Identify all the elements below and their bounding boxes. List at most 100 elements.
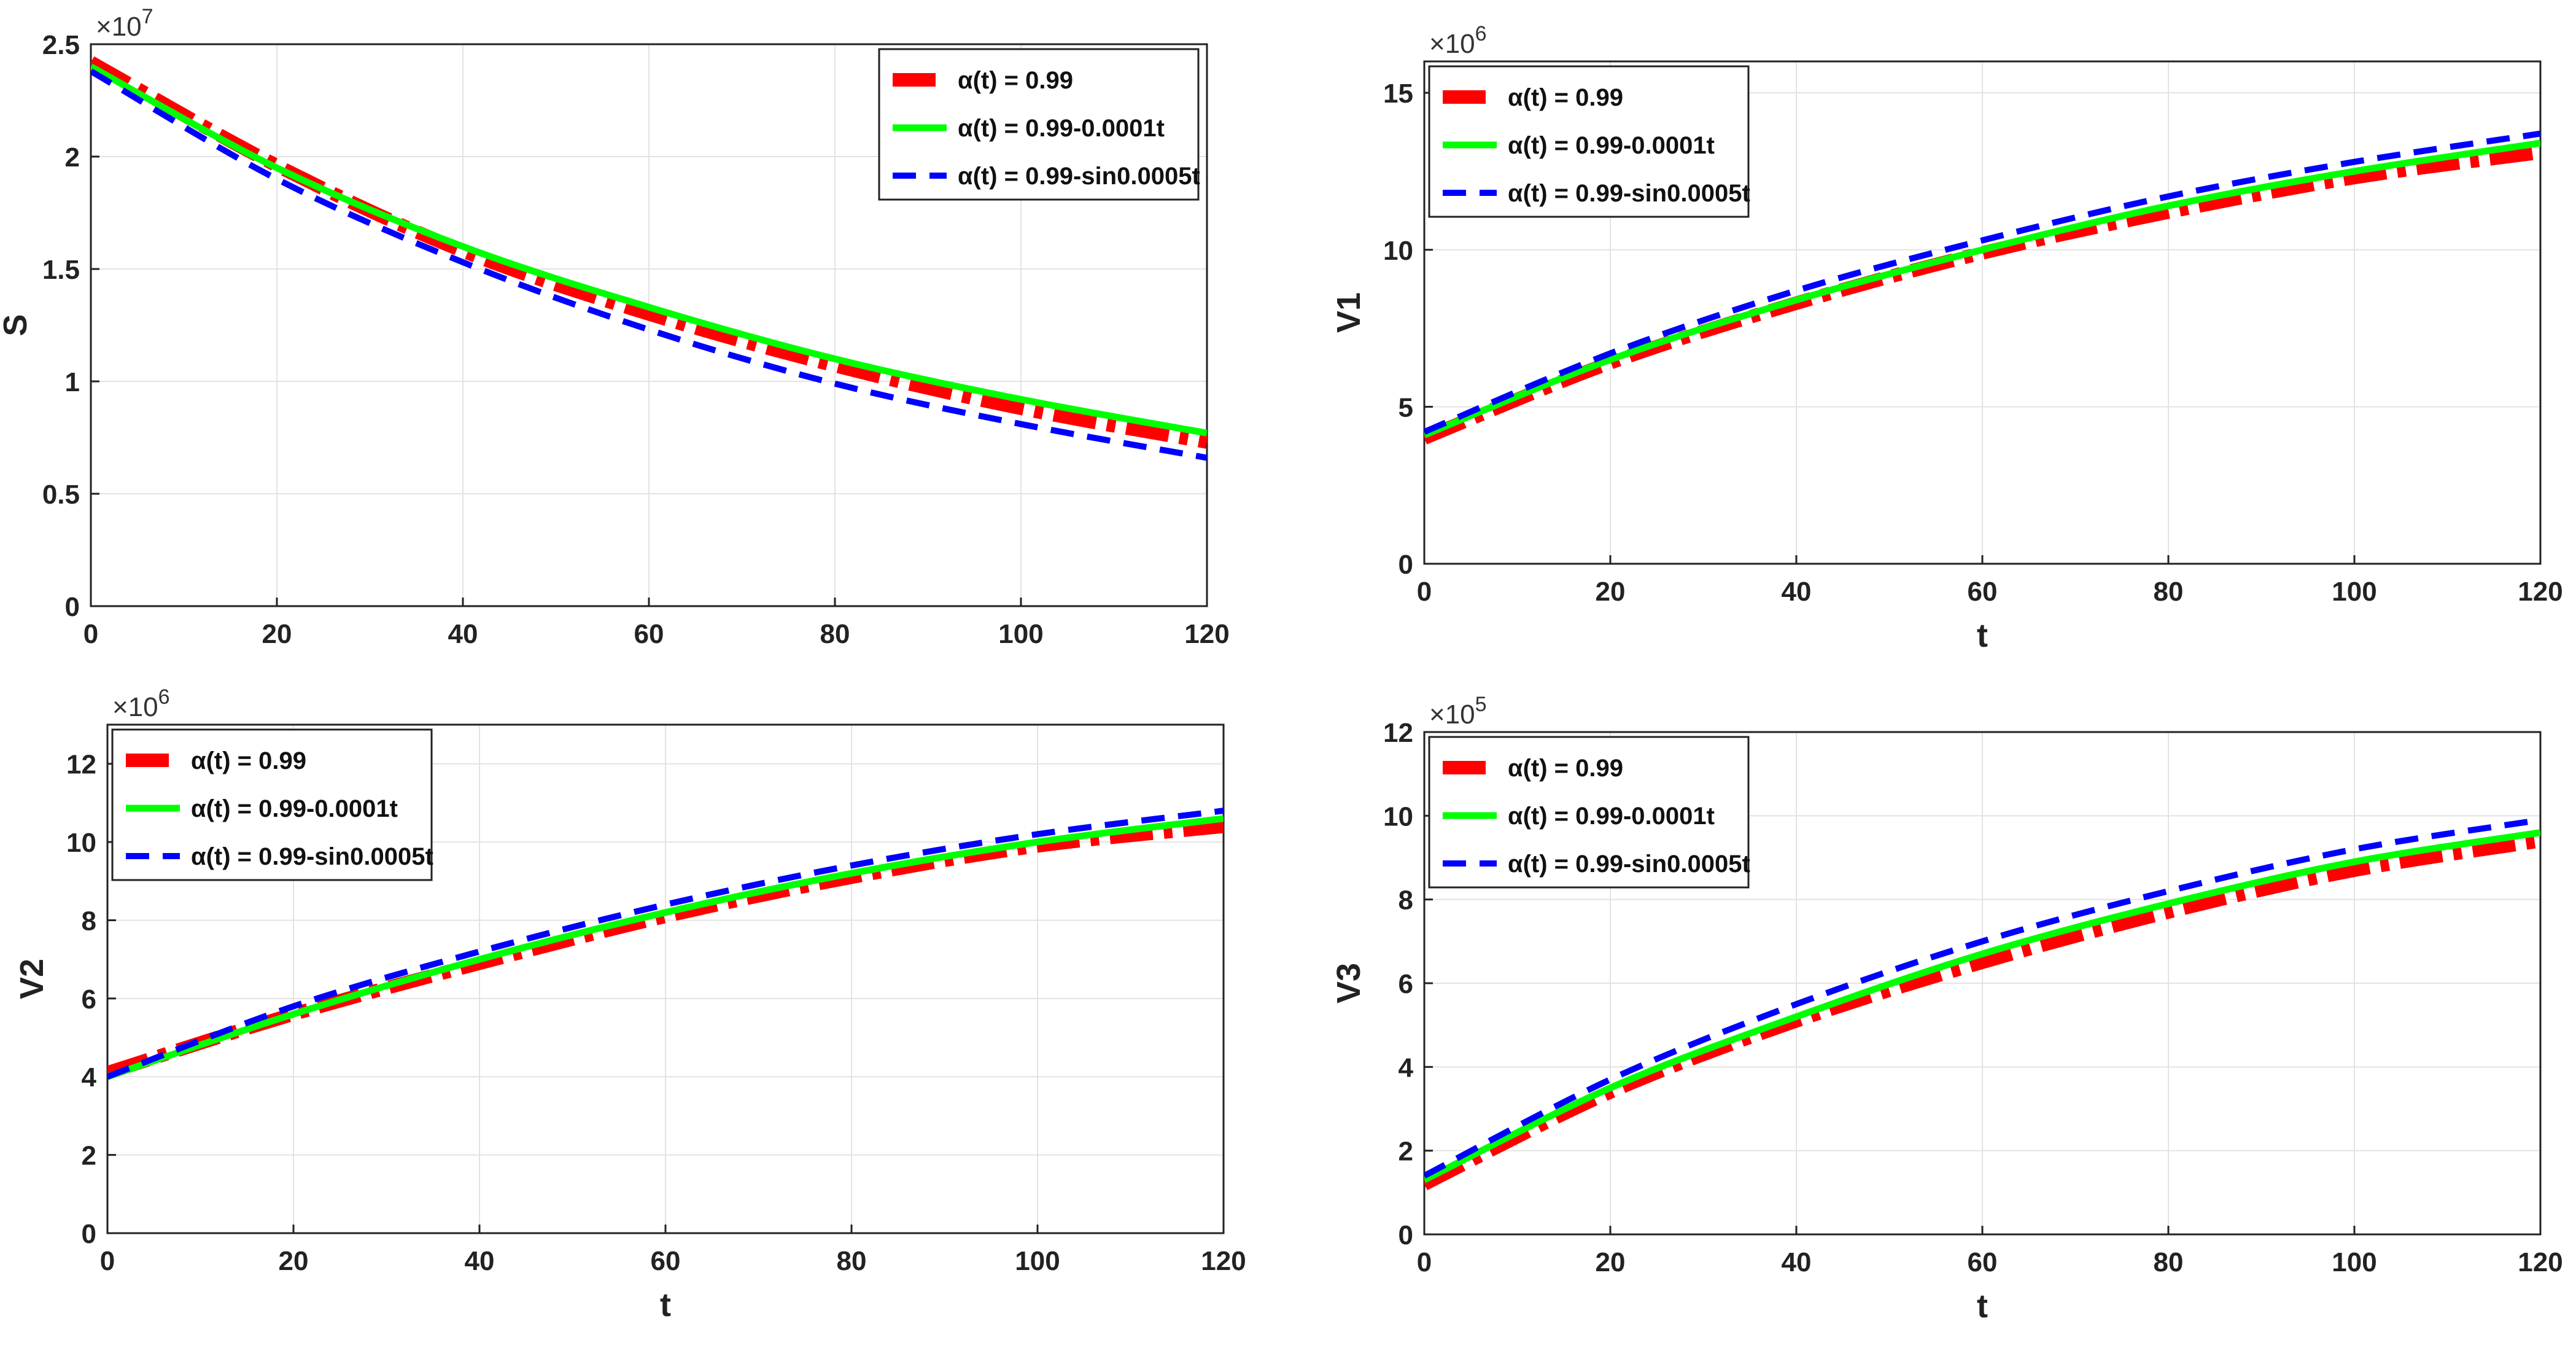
y-tick-label: 0.5 xyxy=(42,480,80,510)
x-tick-label: 60 xyxy=(634,619,664,649)
x-tick-label: 80 xyxy=(837,1246,867,1276)
series-line-2 xyxy=(1424,829,2540,1183)
y-tick-label: 15 xyxy=(1383,79,1413,109)
y-tick-label: 10 xyxy=(1383,236,1413,266)
x-axis-label: t xyxy=(1977,617,1988,654)
y-tick-label: 0 xyxy=(1399,1220,1413,1250)
axis-exponent: ×105 xyxy=(1429,693,1487,730)
x-tick-label: 20 xyxy=(279,1246,309,1276)
series-line-3 xyxy=(1424,130,2540,435)
y-tick-label: 12 xyxy=(66,750,96,780)
y-tick-label: 1 xyxy=(65,367,80,397)
legend: α(t) = 0.99 α(t) = 0.99-0.0001t α(t) = 0.9… xyxy=(111,728,433,881)
chart-panel-1: 0 20 40 60 80 100 120 0 0.5 1 1.5 2 2.5 ×107 Sα(t) = 0… xyxy=(0,5,1230,649)
y-tick-label: 2 xyxy=(82,1141,96,1171)
axis-exponent: ×106 xyxy=(112,685,170,722)
legend-entry-2: α(t) = 0.99-0.0001t xyxy=(1508,803,1715,830)
y-tick-label: 4 xyxy=(82,1062,97,1093)
y-axis-label: V2 xyxy=(14,959,50,999)
x-tick-label: 20 xyxy=(1596,1247,1626,1277)
series-line-2 xyxy=(91,63,1207,437)
x-tick-label: 80 xyxy=(2154,1247,2184,1277)
legend: α(t) = 0.99 α(t) = 0.99-0.0001t α(t) = 0.9… xyxy=(1428,65,1750,218)
series-line-1 xyxy=(91,56,1207,449)
x-tick-label: 80 xyxy=(820,619,850,649)
x-tick-label: 40 xyxy=(448,619,478,649)
axis-exponent-power: 6 xyxy=(158,685,170,709)
axis-exponent: ×106 xyxy=(1429,22,1487,59)
y-tick-label: 2.5 xyxy=(42,30,80,60)
x-tick-label: 60 xyxy=(651,1246,681,1276)
y-axis-label: V3 xyxy=(1330,963,1367,1003)
x-tick-label: 100 xyxy=(2332,1247,2376,1277)
legend-entry-3: α(t) = 0.99-sin0.0005t xyxy=(1508,851,1750,878)
axes-frame xyxy=(1423,60,2542,565)
x-tick-label: 0 xyxy=(100,1246,115,1276)
x-tick-label: 100 xyxy=(998,619,1043,649)
y-tick-label: 8 xyxy=(1399,886,1413,916)
x-tick-label: 60 xyxy=(1968,1247,1998,1277)
x-tick-label: 100 xyxy=(2332,577,2376,607)
x-tick-label: 40 xyxy=(1782,577,1812,607)
axes-frame xyxy=(90,43,1208,607)
chart-panel-3: 0 20 40 60 80 100 120 0 2 4 6 8 10 12 ×106 V2 t α(t) = 0.… xyxy=(14,685,1246,1323)
x-tick-label: 120 xyxy=(2518,577,2562,607)
legend-entry-3: α(t) = 0.99-sin0.0005t xyxy=(1508,180,1750,207)
y-tick-label: 0 xyxy=(1399,550,1413,580)
y-axis-label: V1 xyxy=(1330,292,1367,333)
y-tick-label: 4 xyxy=(1399,1053,1414,1083)
y-tick-label: 2 xyxy=(65,142,80,173)
y-tick-label: 6 xyxy=(82,984,96,1015)
x-tick-label: 120 xyxy=(1184,619,1229,649)
x-axis-label: t xyxy=(1977,1288,1988,1325)
y-tick-label: 10 xyxy=(1383,801,1413,832)
y-tick-label: 12 xyxy=(1383,718,1413,748)
legend: α(t) = 0.99 α(t) = 0.99-0.0001t α(t) = 0.9… xyxy=(1428,736,1750,889)
legend: α(t) = 0.99 α(t) = 0.99-0.0001t α(t) = 0.9… xyxy=(878,48,1200,201)
axes-frame xyxy=(106,723,1225,1234)
series-line-1 xyxy=(1424,834,2540,1191)
chart-panel-4: 0 20 40 60 80 100 120 0 2 4 6 8 10 12 ×105 V3 t α(t) = 0.… xyxy=(1330,693,2563,1325)
axis-exponent-power: 6 xyxy=(1475,22,1487,45)
x-tick-label: 120 xyxy=(2518,1247,2562,1277)
x-tick-label: 40 xyxy=(465,1246,495,1276)
x-tick-label: 80 xyxy=(2154,577,2184,607)
series-line-3 xyxy=(107,808,1224,1080)
legend-entry-1: α(t) = 0.99 xyxy=(191,747,306,774)
series-line-2 xyxy=(107,815,1224,1080)
y-tick-label: 0 xyxy=(65,592,80,622)
series-line-2 xyxy=(1424,139,2540,438)
legend-entry-3: α(t) = 0.99-sin0.0005t xyxy=(958,163,1200,190)
y-tick-label: 1.5 xyxy=(42,255,80,285)
legend-entry-1: α(t) = 0.99 xyxy=(958,67,1073,94)
legend-entry-2: α(t) = 0.99-0.0001t xyxy=(191,795,398,822)
x-axis-label: t xyxy=(660,1287,671,1323)
axis-exponent: ×107 xyxy=(96,5,153,42)
legend-entry-3: α(t) = 0.99-sin0.0005t xyxy=(191,843,433,870)
y-tick-label: 5 xyxy=(1399,392,1413,423)
x-tick-label: 100 xyxy=(1015,1246,1060,1276)
axis-exponent-power: 5 xyxy=(1475,693,1487,716)
x-tick-label: 120 xyxy=(1201,1246,1246,1276)
series-line-3 xyxy=(91,68,1207,461)
x-tick-label: 20 xyxy=(1596,577,1626,607)
x-tick-label: 0 xyxy=(83,619,98,649)
legend-entry-1: α(t) = 0.99 xyxy=(1508,84,1623,111)
y-tick-label: 10 xyxy=(66,828,96,858)
x-tick-label: 60 xyxy=(1968,577,1998,607)
series-line-1 xyxy=(1424,146,2540,445)
y-tick-label: 6 xyxy=(1399,969,1413,999)
x-tick-label: 0 xyxy=(1417,577,1432,607)
x-tick-label: 0 xyxy=(1417,1247,1432,1277)
axes-frame xyxy=(1423,731,2542,1236)
series-line-1 xyxy=(107,819,1224,1080)
x-tick-label: 20 xyxy=(262,619,292,649)
series-line-3 xyxy=(1424,817,2540,1179)
x-tick-label: 40 xyxy=(1782,1247,1812,1277)
y-axis-label: S xyxy=(0,314,34,336)
y-tick-label: 0 xyxy=(82,1219,96,1249)
legend-entry-2: α(t) = 0.99-0.0001t xyxy=(958,115,1165,142)
legend-entry-1: α(t) = 0.99 xyxy=(1508,755,1623,782)
